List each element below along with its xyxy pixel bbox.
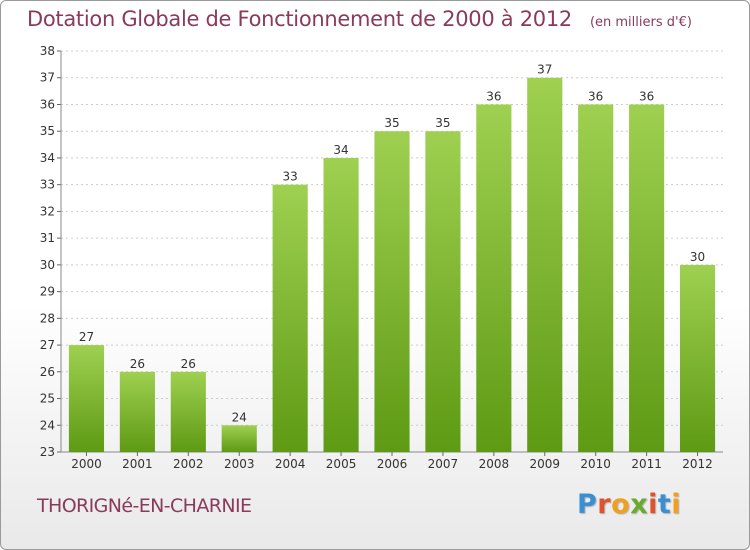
x-tick-label: 2001: [122, 457, 153, 471]
commune-name: THORIGNé-EN-CHARNIE: [37, 495, 252, 517]
x-tick-label: 2011: [631, 457, 662, 471]
bar-value-label: 36: [639, 89, 654, 103]
y-tick-label: 35: [40, 124, 55, 138]
bar: [374, 131, 410, 452]
y-tick-label: 34: [40, 151, 55, 165]
y-tick-label: 29: [40, 285, 55, 299]
x-tick-label: 2007: [428, 457, 459, 471]
bar-value-label: 24: [232, 410, 247, 424]
logo-letter: P: [577, 489, 598, 520]
chart-title: Dotation Globale de Fonctionnement de 20…: [27, 7, 692, 31]
y-tick-label: 37: [40, 71, 55, 85]
bar: [323, 157, 359, 452]
logo-letter: x: [630, 489, 649, 520]
y-tick-label: 33: [40, 178, 55, 192]
x-tick-label: 2012: [682, 457, 713, 471]
bar-value-label: 36: [486, 89, 501, 103]
bar-value-label: 36: [588, 89, 603, 103]
bar: [679, 264, 716, 452]
bar: [119, 371, 155, 452]
y-tick-label: 36: [40, 97, 55, 111]
bar: [68, 345, 105, 452]
y-tick-label: 31: [40, 231, 55, 245]
y-tick-label: 26: [40, 365, 55, 379]
x-tick-label: 2003: [224, 457, 255, 471]
logo-letter: o: [611, 489, 631, 520]
bar: [170, 371, 206, 452]
chart-title-text: Dotation Globale de Fonctionnement de 20…: [27, 7, 572, 31]
x-tick-label: 2005: [326, 457, 357, 471]
bar-value-label: 34: [333, 143, 348, 157]
bar: [578, 104, 614, 452]
bar-value-label: 27: [79, 330, 94, 344]
x-tick-label: 2009: [529, 457, 560, 471]
y-tick-label: 38: [40, 44, 55, 58]
bar: [527, 77, 563, 452]
bar-value-label: 26: [130, 357, 145, 371]
x-tick-label: 2010: [580, 457, 611, 471]
y-tick-label: 30: [40, 258, 55, 272]
y-tick-label: 24: [40, 418, 55, 432]
x-tick-label: 2004: [275, 457, 306, 471]
logo-letter: r: [597, 489, 612, 520]
x-tick-label: 2000: [71, 457, 102, 471]
bar-value-label: 35: [435, 116, 450, 130]
bar: [629, 104, 665, 452]
bar-value-label: 35: [384, 116, 399, 130]
x-tick-label: 2008: [479, 457, 510, 471]
chart-unit: (en milliers d'€): [589, 15, 692, 30]
bar-value-label: 30: [690, 250, 705, 264]
y-tick-label: 32: [40, 204, 55, 218]
bar: [272, 184, 308, 452]
y-tick-label: 25: [40, 392, 55, 406]
logo-letter: t: [657, 489, 672, 520]
logo-letter: i: [671, 489, 682, 520]
bar-value-label: 33: [283, 170, 298, 184]
bar: [425, 131, 461, 452]
y-tick-label: 23: [40, 445, 55, 459]
proxiti-logo: Proxiti: [577, 489, 681, 520]
x-tick-label: 2006: [377, 457, 408, 471]
bar: [476, 104, 512, 452]
x-tick-label: 2002: [173, 457, 204, 471]
bar-value-label: 26: [181, 357, 196, 371]
y-tick-label: 27: [40, 338, 55, 352]
bar-value-label: 37: [537, 63, 552, 77]
bar: [221, 425, 257, 452]
logo-letter: i: [648, 489, 658, 520]
y-tick-label: 28: [40, 311, 55, 325]
